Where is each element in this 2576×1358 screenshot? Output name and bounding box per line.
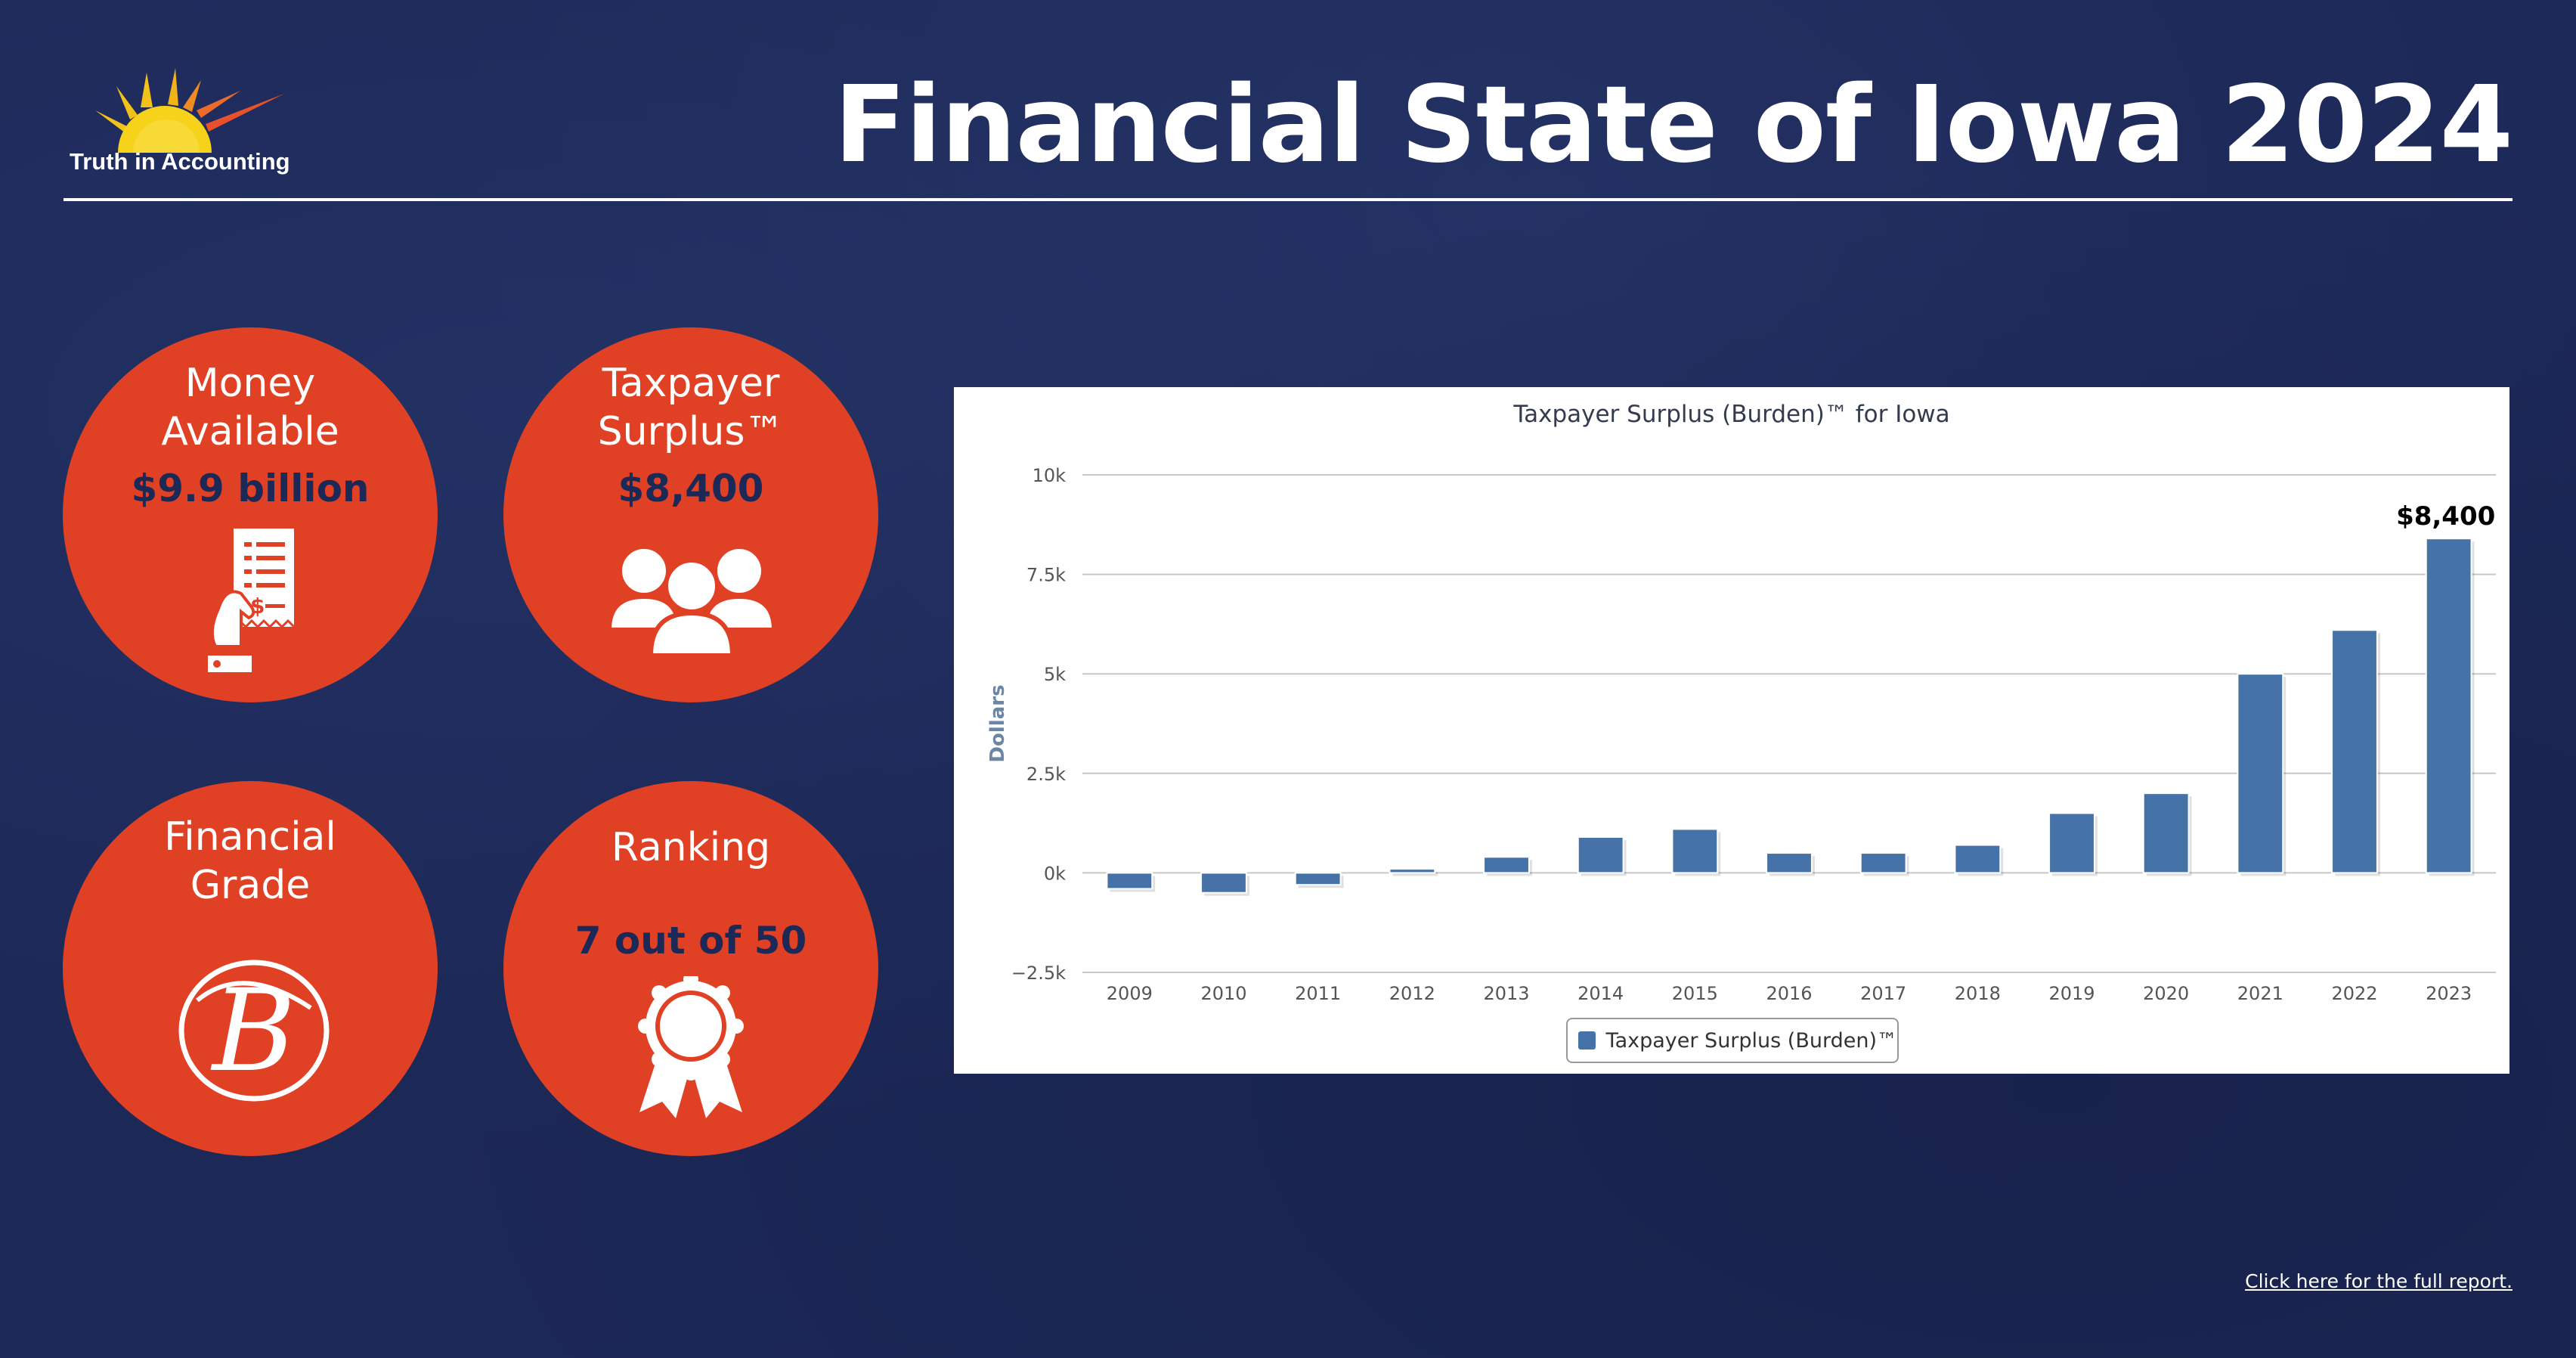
full-report-link[interactable]: Click here for the full report. [2245,1270,2513,1292]
bar [1954,844,2002,874]
surplus-label-line1: Taxpayer [602,361,780,406]
bar [2425,538,2472,874]
money-label-line1: Money [184,361,316,406]
grade-b-icon: B [178,960,330,1102]
y-tick-label: 2.5k [1026,764,1066,785]
x-tick-label: 2012 [1389,983,1435,1004]
bar [2237,673,2284,874]
x-tick-label: 2010 [1200,983,1246,1004]
chart-legend[interactable]: Taxpayer Surplus (Burden)™ [1566,1018,1899,1063]
bar [1766,852,1813,874]
x-tick-label: 2018 [1955,983,2001,1004]
y-axis-label: Dollars [986,684,1009,762]
header-divider [63,198,2513,201]
logo-text: Truth in Accounting [70,148,290,175]
truth-in-accounting-logo: Truth in Accounting [65,64,307,184]
data-label: $8,400 [2396,501,2495,532]
ranking-value: 7 out of 50 [574,919,807,963]
bar [1389,868,1436,874]
taxpayer-surplus-value: $8,400 [618,467,764,510]
bar [1294,872,1342,886]
x-tick-label: 2020 [2143,983,2189,1004]
people-group-icon [608,544,776,658]
y-tick-label: 5k [1044,664,1066,685]
y-tick-label: 7.5k [1026,565,1066,586]
x-tick-label: 2011 [1295,983,1341,1004]
y-tick-label: 10k [1033,465,1067,486]
x-tick-label: 2013 [1483,983,1529,1004]
surplus-label-line2: Surplus™ [597,409,785,454]
x-tick-label: 2009 [1107,983,1153,1004]
legend-swatch [1578,1031,1596,1050]
sun-icon [95,68,284,153]
legend-series-name: Taxpayer Surplus (Burden)™ [1605,1028,1897,1053]
grade-label-line2: Grade [190,863,311,908]
x-tick-label: 2022 [2331,983,2377,1004]
x-tick-label: 2023 [2426,983,2472,1004]
bar [2048,812,2095,874]
receipt-hand-icon: $ [208,529,296,672]
award-ribbon-icon [638,976,744,1118]
taxpayer-surplus-chart: −2.5k 0k 2.5k 5k 7.5k 10k Dollars 2009 2010 2011 2… [954,387,2509,1074]
money-label-line2: Available [161,409,339,454]
grade-label-line1: Financial [164,814,336,860]
bar [1483,856,1530,874]
y-tick-label: −2.5k [1011,963,1066,984]
x-tick-label: 2014 [1577,983,1624,1004]
chart-canvas: −2.5k 0k 2.5k 5k 7.5k 10k Dollars 2009 2010 2011 2… [986,465,2496,1004]
bar [1200,872,1247,894]
financial-grade-card: Financial Grade B [63,781,438,1156]
y-tick-label: 0k [1044,863,1066,884]
page-title: Financial State of Iowa 2024 [834,64,2513,187]
ranking-label: Ranking [611,825,771,870]
chart-title: Taxpayer Surplus (Burden)™ for Iowa [1513,401,1950,428]
taxpayer-surplus-card: Taxpayer Surplus™ $8,400 [503,327,878,702]
x-tick-label: 2016 [1766,983,1812,1004]
ranking-card: Ranking 7 out of 50 [503,781,878,1156]
money-available-value: $9.9 billion [131,467,370,510]
bar-shadow [1392,872,1438,876]
bar [1106,872,1153,890]
grade-letter: B [210,966,296,1097]
bar [1859,852,1907,874]
x-tick-label: 2021 [2237,983,2283,1004]
x-tick-label: 2017 [1860,983,1906,1004]
bar [1671,828,1719,874]
bar [2142,792,2190,874]
x-tick-label: 2019 [2048,983,2095,1004]
x-tick-label: 2015 [1672,983,1718,1004]
money-available-card: Money Available $9.9 billion $ [63,327,438,702]
bar [1577,836,1624,874]
bar [2331,629,2378,874]
